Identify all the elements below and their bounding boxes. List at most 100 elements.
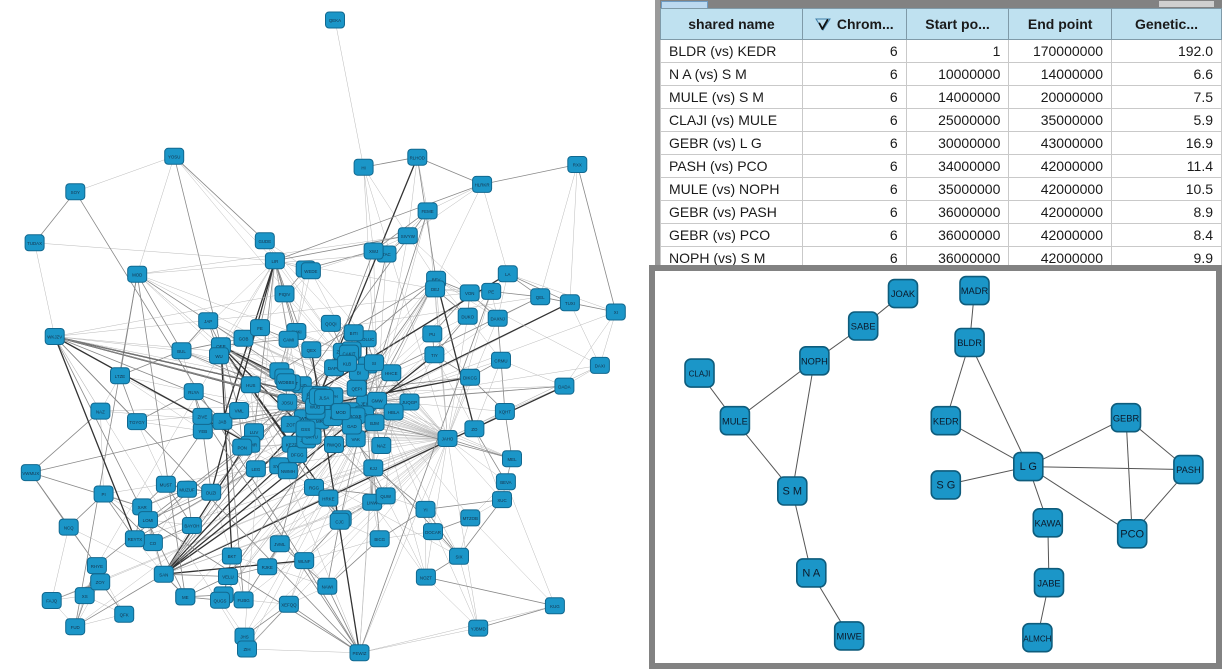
svg-text:ZOT: ZOT [286, 422, 295, 427]
svg-text:RGG: RGG [309, 486, 320, 491]
svg-text:MUST: MUST [160, 482, 173, 487]
svg-text:RLHOD: RLHOD [410, 155, 425, 160]
svg-text:GEBR: GEBR [1113, 413, 1140, 423]
svg-text:BEVA: BEVA [500, 480, 511, 485]
svg-text:NAZ: NAZ [377, 444, 386, 449]
svg-text:SIVYW: SIVYW [401, 234, 416, 239]
svg-text:KJJ: KJJ [370, 466, 377, 471]
svg-text:GAD: GAD [347, 424, 357, 429]
svg-text:DADA: DADA [558, 384, 570, 389]
svg-text:WEDE: WEDE [304, 269, 317, 274]
svg-text:YI: YI [423, 508, 427, 513]
svg-text:PASH: PASH [1176, 465, 1201, 475]
svg-text:YJBMD: YJBMD [471, 626, 486, 631]
svg-text:TGYGY: TGYGY [129, 420, 144, 425]
svg-text:JABE: JABE [1037, 578, 1060, 588]
svg-text:ZO: ZO [471, 427, 478, 432]
svg-text:WU: WU [215, 354, 222, 359]
svg-text:JAP: JAP [204, 319, 212, 324]
svg-text:SAN: SAN [159, 572, 168, 577]
svg-text:QEL: QEL [536, 295, 545, 300]
svg-text:NCQ: NCQ [64, 525, 74, 530]
svg-text:JAHO: JAHO [442, 437, 454, 442]
svg-text:ZIVE: ZIVE [198, 415, 208, 420]
svg-text:LIR: LIR [271, 259, 278, 264]
svg-text:JOSU: JOSU [281, 401, 293, 406]
svg-text:CAMI: CAMI [283, 337, 294, 342]
svg-text:XQHT: XQHT [499, 410, 512, 415]
svg-text:PEWIZ: PEWIZ [353, 651, 367, 656]
svg-text:RLYA: RLYA [188, 390, 199, 395]
svg-text:FAJQ: FAJQ [46, 599, 58, 604]
svg-text:HUS: HUS [246, 383, 255, 388]
svg-text:GOB: GOB [239, 336, 249, 341]
svg-text:QEKA: QEKA [329, 18, 341, 23]
svg-text:PE: PE [488, 290, 494, 295]
svg-text:KLB: KLB [343, 362, 351, 367]
svg-text:BITI: BITI [350, 331, 358, 336]
svg-text:GMW: GMW [371, 399, 383, 404]
svg-text:DAXI: DAXI [595, 364, 605, 369]
svg-text:QUGS: QUGS [214, 598, 227, 603]
svg-text:CRMU: CRMU [494, 358, 507, 363]
svg-text:WKJZV: WKJZV [47, 335, 62, 340]
svg-text:CLAJI: CLAJI [689, 370, 711, 379]
svg-text:JAB: JAB [218, 420, 226, 425]
svg-text:MOD: MOD [336, 410, 346, 415]
svg-text:XAR: XAR [138, 505, 147, 510]
svg-text:VELU: VELU [222, 575, 233, 580]
svg-text:MULE: MULE [722, 416, 748, 426]
svg-text:NOPH: NOPH [801, 356, 828, 366]
svg-text:XUC: XUC [497, 498, 506, 503]
svg-text:HLRKR: HLRKR [475, 183, 490, 188]
svg-text:VON: VON [465, 291, 475, 296]
svg-text:DEJ: DEJ [431, 287, 439, 292]
svg-text:FUBG: FUBG [237, 598, 250, 603]
svg-text:LUV: LUV [250, 430, 259, 435]
svg-text:N A: N A [802, 568, 820, 580]
svg-text:DUZI: DUZI [206, 491, 216, 496]
svg-text:ZOY: ZOY [96, 580, 105, 585]
svg-text:LOMI: LOMI [143, 518, 154, 523]
svg-text:QFK: QFK [120, 612, 129, 617]
svg-text:HRKE: HRKE [322, 496, 334, 501]
svg-text:ZIH: ZIH [243, 647, 250, 652]
svg-text:L G: L G [1020, 461, 1037, 473]
svg-text:LEG: LEG [252, 467, 261, 472]
svg-text:SOY: SOY [71, 190, 80, 195]
svg-text:FE: FE [257, 326, 263, 331]
svg-text:VWMUX: VWMUX [22, 471, 39, 476]
svg-text:DIKCG: DIKCG [463, 376, 477, 381]
svg-text:S G: S G [936, 480, 955, 492]
svg-text:TIY: TIY [431, 353, 438, 358]
svg-text:DAXNJ: DAXNJ [490, 317, 504, 322]
svg-text:RJKE: RJKE [262, 565, 273, 570]
svg-text:HI: HI [361, 165, 365, 170]
svg-text:RWQO: RWQO [327, 443, 342, 448]
svg-text:MOD: MOD [132, 272, 142, 277]
svg-text:RXX: RXX [573, 163, 582, 168]
svg-text:CO: CO [150, 541, 157, 546]
svg-text:GSS: GSS [301, 427, 310, 432]
svg-text:NAZ: NAZ [96, 409, 105, 414]
svg-text:XWJ: XWJ [369, 249, 378, 254]
svg-text:LTZE: LTZE [115, 374, 125, 379]
svg-text:XI: XI [614, 310, 618, 315]
svg-text:HBLA: HBLA [388, 410, 400, 415]
svg-text:PIQIV: PIQIV [279, 292, 291, 297]
svg-text:PON: PON [237, 445, 247, 450]
svg-text:FUD: FUD [71, 625, 80, 630]
svg-text:S M: S M [783, 486, 803, 498]
svg-text:BKT: BKT [228, 554, 237, 559]
svg-text:NOZT: NOZT [420, 575, 432, 580]
svg-text:FEME: FEME [421, 209, 433, 214]
svg-text:DOCAR: DOCAR [425, 530, 441, 535]
svg-text:BLDR: BLDR [957, 338, 982, 348]
svg-text:JVML: JVML [274, 542, 286, 547]
svg-text:VAK: VAK [351, 437, 360, 442]
svg-text:REYTX: REYTX [128, 537, 143, 542]
svg-text:JLSA: JLSA [319, 396, 330, 401]
svg-text:KUG: KUG [550, 604, 560, 609]
svg-text:JUQGP: JUQGP [402, 400, 417, 405]
svg-text:MTZOB: MTZOB [463, 516, 478, 521]
